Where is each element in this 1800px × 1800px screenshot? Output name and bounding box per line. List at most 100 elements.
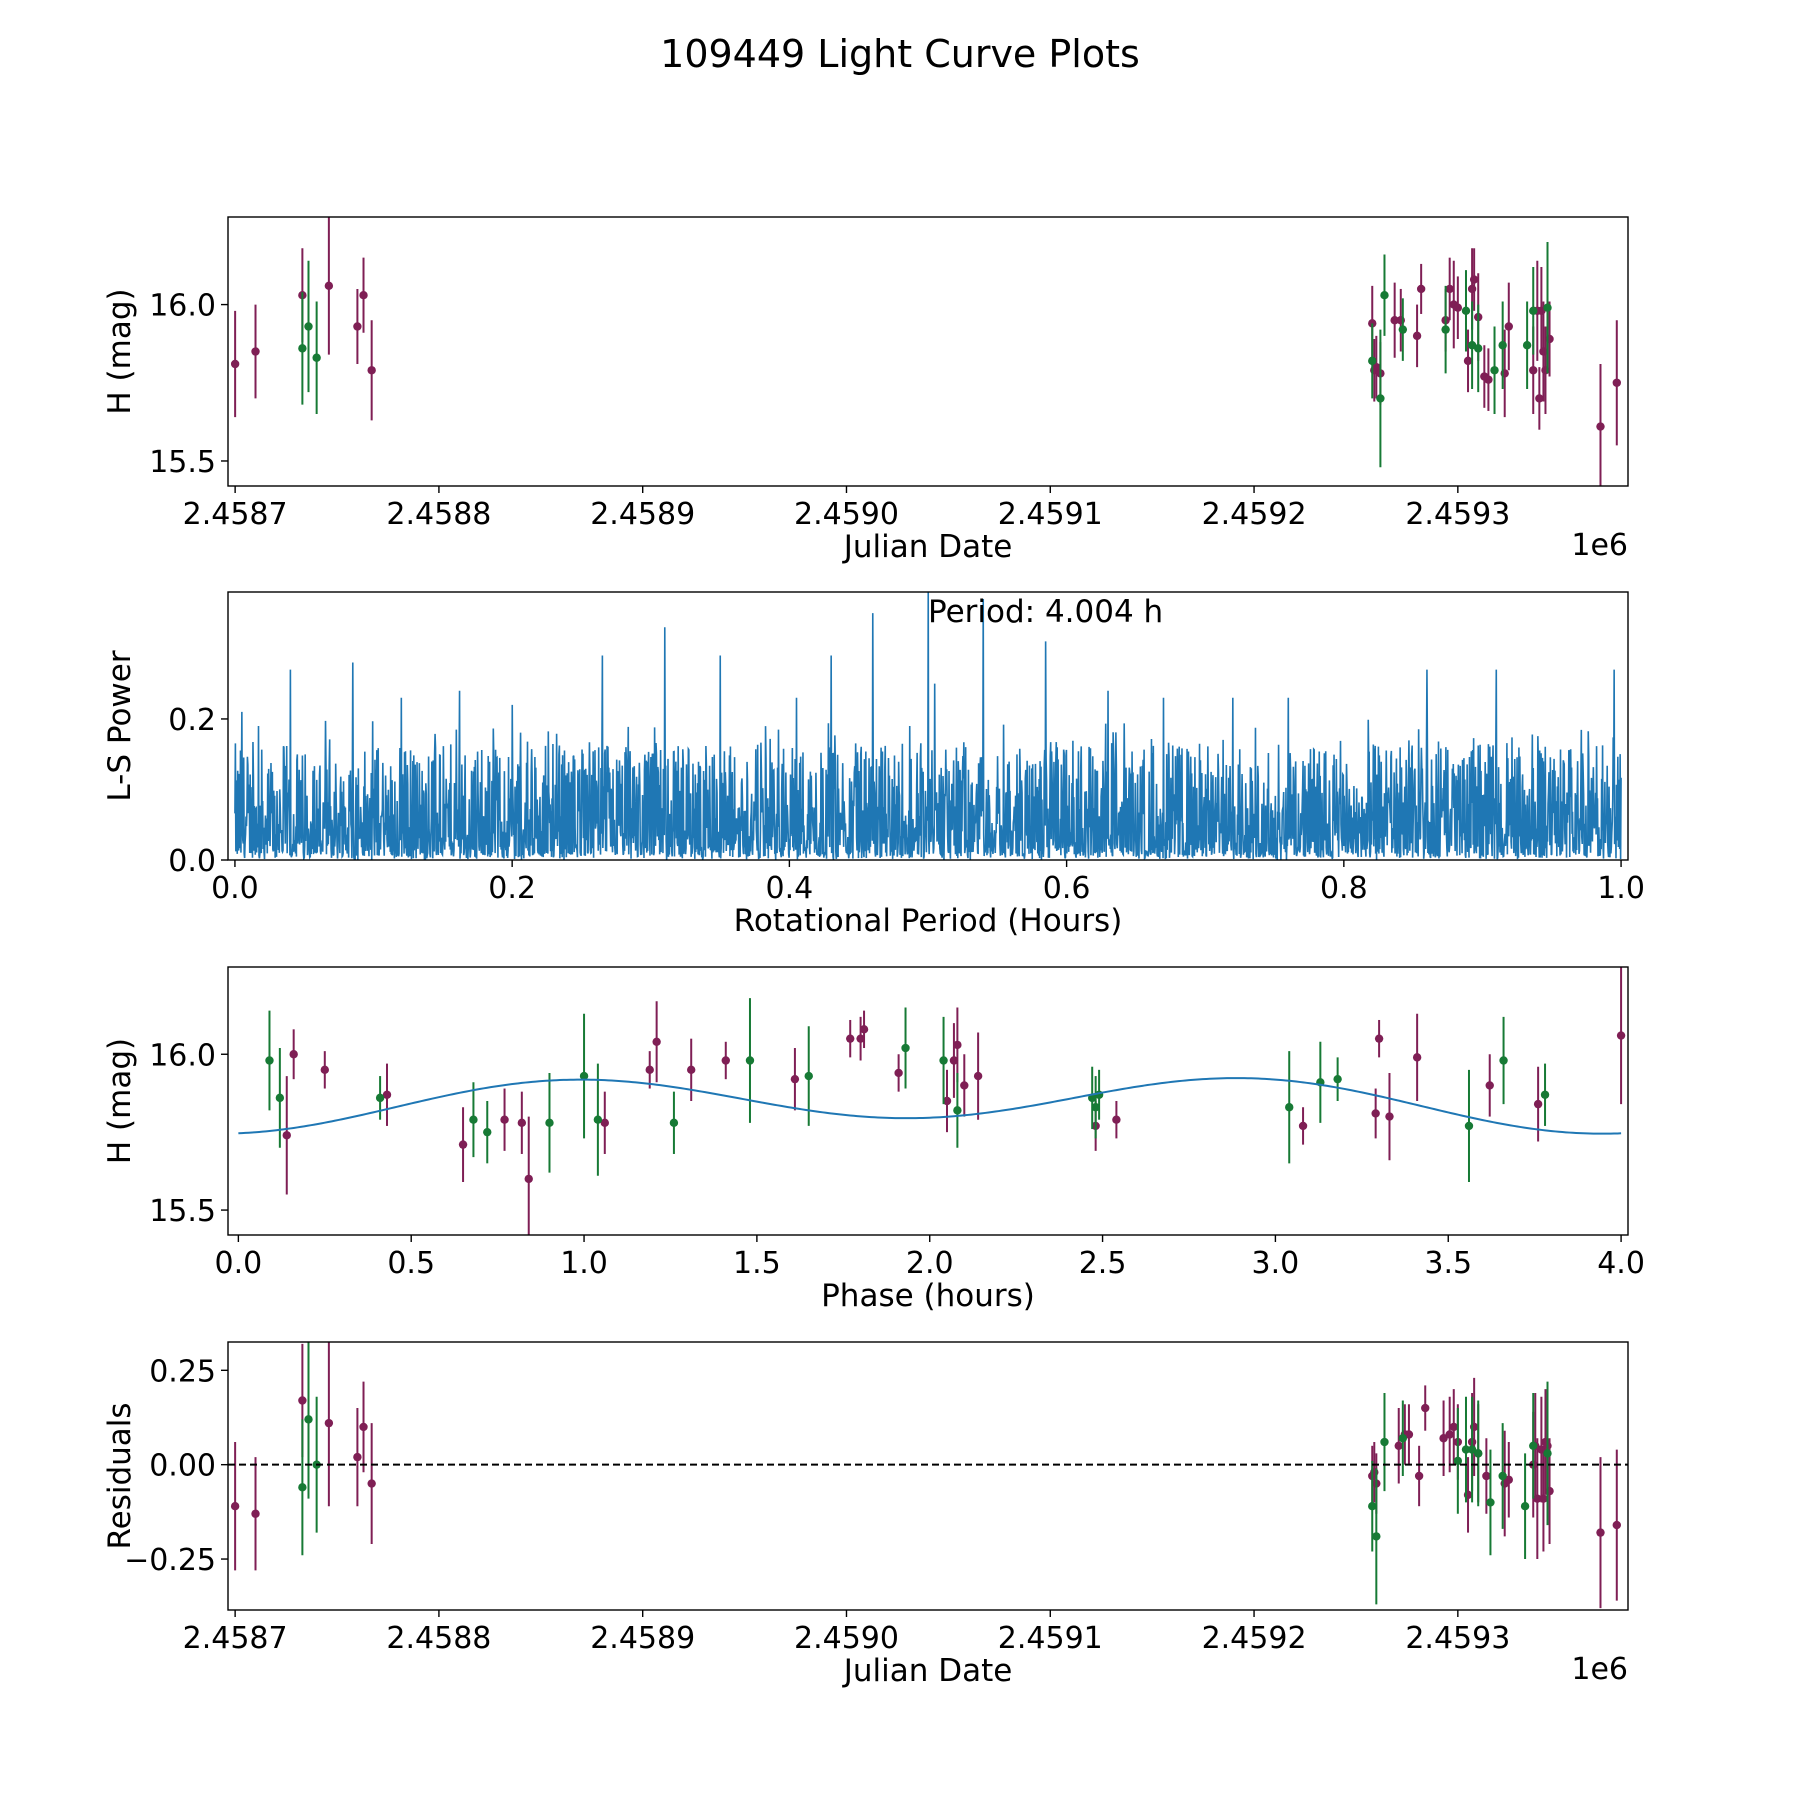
residuals-marker-magenta (1504, 1475, 1513, 1484)
lightcurve-marker-magenta (1453, 303, 1463, 312)
phase-marker-magenta (856, 1034, 865, 1043)
phase-marker-green (1540, 1090, 1550, 1099)
lightcurve-x-tick-label: 2.4591 (998, 497, 1103, 532)
lightcurve-marker-magenta (359, 290, 368, 300)
lightcurve-panel: 2.4587 2.4588 2.4589 2.4590 2.4591 2.4592 2.45… (102, 216, 1629, 565)
lightcurve-point-magenta (1372, 335, 1381, 399)
lightcurve-point-green (298, 292, 307, 405)
residuals-marker-green (1529, 1441, 1538, 1451)
residuals-marker-magenta (1596, 1528, 1605, 1537)
phase-point-magenta (859, 1010, 869, 1049)
residuals-point-magenta (1449, 1389, 1458, 1465)
lightcurve-marker-magenta (230, 359, 240, 369)
phase-x-tick-label: 1.5 (733, 1246, 781, 1281)
phase-marker-green (375, 1093, 385, 1103)
lightcurve-marker-green (304, 322, 313, 331)
phase-x-tick-label: 3.0 (1252, 1246, 1300, 1281)
residuals-y-tick-label: −0.25 (124, 1543, 216, 1578)
residuals-axes-frame (227, 1341, 1629, 1611)
phase-marker-green (953, 1106, 962, 1115)
phase-marker-green (545, 1118, 554, 1128)
residuals-marker-magenta (1482, 1471, 1491, 1481)
residuals-marker-green (304, 1415, 313, 1424)
lightcurve-axes-frame (227, 216, 1629, 487)
phase-marker-green (901, 1043, 910, 1053)
lightcurve-marker-magenta (1368, 319, 1377, 328)
lightcurve-marker-magenta (353, 322, 362, 331)
phase-marker-magenta (942, 1096, 952, 1106)
periodogram-panel: 0.0 0.2 0.4 0.6 0.8 1.0 0.0 0.2 Rotational Perio… (102, 591, 1645, 939)
residuals-point-magenta (359, 1381, 368, 1473)
residuals-point-magenta (367, 1423, 376, 1544)
residuals-point-magenta (230, 1442, 240, 1571)
residuals-marker-magenta (251, 1509, 260, 1518)
lightcurve-point-green (1380, 254, 1389, 336)
residuals-marker-magenta (1539, 1494, 1548, 1503)
residuals-panel: 2.4587 2.4588 2.4589 2.4590 2.4591 2.4592 2.45… (102, 1341, 1629, 1689)
phase-y-tick-label: 16.0 (149, 1038, 216, 1073)
residuals-x-tick-label: 2.4592 (1202, 1621, 1307, 1656)
lightcurve-point-magenta (1596, 364, 1605, 486)
lightcurve-marker-magenta (1596, 422, 1605, 431)
phase-marker-green (1285, 1103, 1294, 1112)
phase-point-green (579, 1013, 589, 1139)
phase-point-green (1464, 1069, 1474, 1183)
residuals-marker-magenta (1421, 1403, 1430, 1413)
phase-point-magenta (973, 1032, 983, 1120)
lightcurve-marker-magenta (1390, 316, 1399, 325)
lightcurve-point-magenta (251, 304, 260, 399)
lightcurve-marker-magenta (1372, 362, 1381, 372)
periodogram-x-tick-label: 0.8 (1320, 871, 1368, 906)
lightcurve-data-layer (230, 217, 1621, 486)
lightcurve-marker-green (1474, 344, 1483, 353)
lightcurve-point-magenta (1453, 276, 1463, 339)
residuals-marker-magenta (367, 1479, 376, 1488)
residuals-marker-green (1486, 1498, 1495, 1507)
phase-point-magenta (458, 1107, 468, 1183)
residuals-point-magenta (1482, 1438, 1491, 1514)
lightcurve-point-green (1398, 298, 1408, 361)
phase-point-green (804, 1026, 813, 1126)
lightcurve-point-magenta (353, 288, 362, 365)
phase-point-magenta (289, 1029, 298, 1080)
phase-point-green (469, 1082, 478, 1158)
phase-marker-magenta (973, 1071, 983, 1081)
lightcurve-marker-magenta (1416, 284, 1426, 294)
phase-point-green (1333, 1057, 1342, 1101)
lightcurve-point-green (1543, 242, 1552, 374)
residuals-marker-green (1498, 1471, 1507, 1481)
phase-marker-green (275, 1093, 285, 1103)
phase-point-green (939, 1016, 948, 1105)
phase-x-tick-label: 2.0 (906, 1246, 954, 1281)
periodogram-x-tick-label: 1.0 (1597, 871, 1645, 906)
lightcurve-point-green (1490, 326, 1499, 415)
residuals-point-magenta (1533, 1438, 1542, 1560)
residuals-point-green (1529, 1392, 1538, 1499)
lightcurve-marker-green (1380, 290, 1389, 300)
residuals-x-axis-label: Julian Date (842, 1653, 1013, 1689)
phase-point-magenta (949, 1023, 959, 1098)
residuals-marker-magenta (1449, 1422, 1458, 1432)
residuals-data-layer (228, 1342, 1628, 1609)
phase-marker-magenta (600, 1118, 609, 1128)
phase-marker-magenta (960, 1081, 969, 1090)
lightcurve-point-green (312, 301, 321, 415)
lightcurve-point-magenta (1504, 282, 1513, 371)
lightcurve-marker-magenta (367, 366, 376, 375)
lightcurve-point-magenta (230, 310, 240, 418)
phase-x-tick-label: 4.0 (1597, 1246, 1645, 1281)
residuals-point-green (1467, 1396, 1477, 1503)
phase-point-green (1540, 1063, 1550, 1126)
phase-x-tick-label: 0.5 (387, 1246, 435, 1281)
lightcurve-marker-magenta (1535, 394, 1544, 403)
residuals-marker-green (1474, 1449, 1483, 1458)
lightcurve-point-green (304, 260, 313, 393)
lightcurve-point-green (1474, 304, 1483, 393)
lightcurve-marker-green (312, 353, 321, 362)
residuals-marker-magenta (298, 1396, 307, 1405)
residuals-point-green (1398, 1400, 1408, 1476)
residuals-marker-magenta (1414, 1471, 1424, 1481)
residuals-point-magenta (1504, 1442, 1513, 1518)
lightcurve-x-tick-label: 2.4593 (1405, 497, 1510, 532)
